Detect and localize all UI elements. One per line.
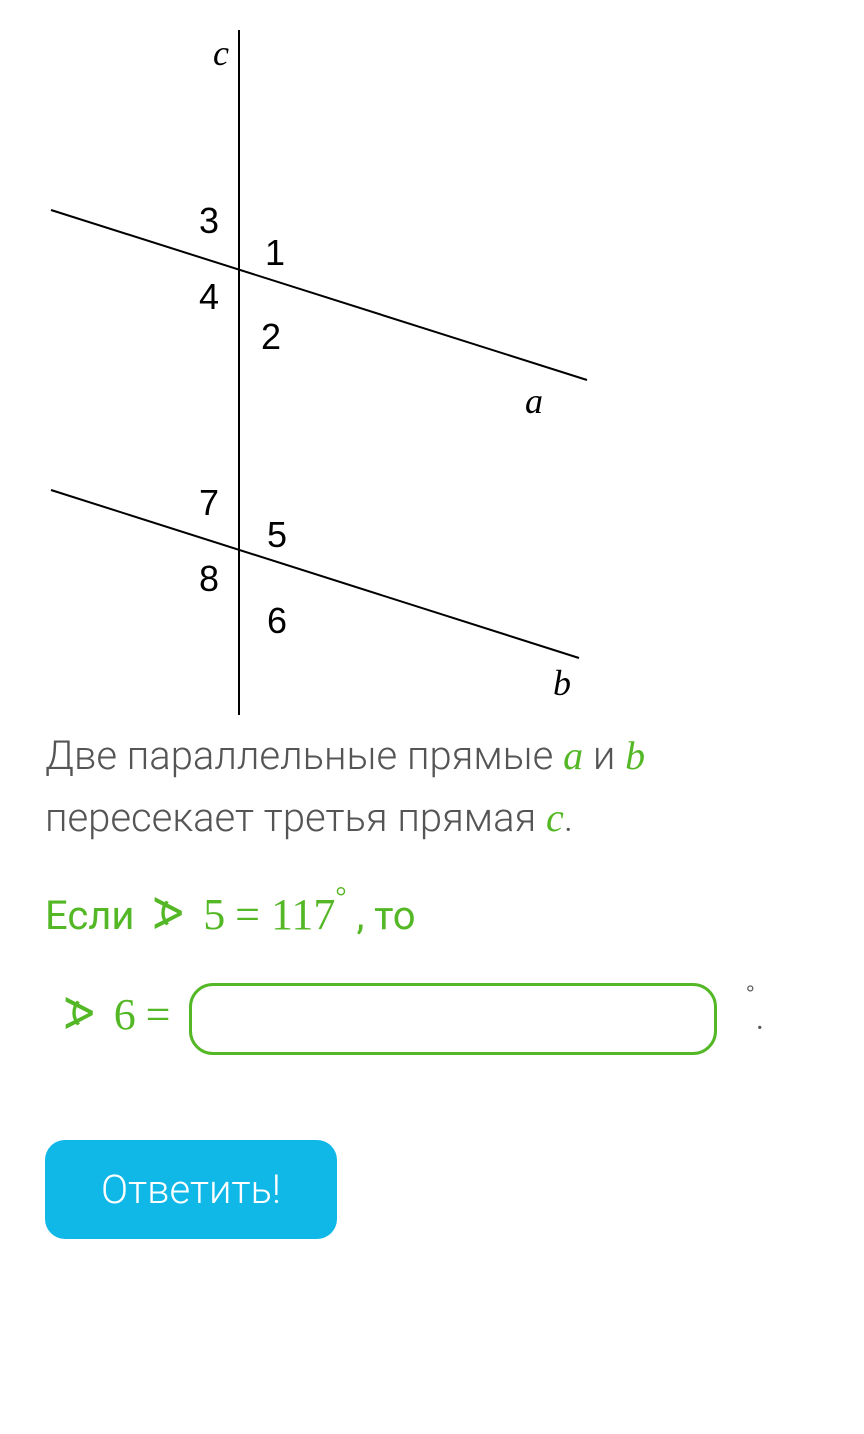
angle-label-7: 7	[199, 482, 219, 524]
suffix-dot: .	[755, 992, 765, 1039]
problem-line2b: .	[564, 794, 574, 841]
var-a: a	[563, 733, 583, 778]
equals-1: =	[235, 890, 271, 939]
angle-icon: ∢	[150, 869, 187, 961]
angle-label-6: 6	[267, 600, 287, 642]
line-label-c: c	[213, 32, 229, 74]
problem-line2a: пересекает третья прямая	[45, 794, 546, 841]
problem-line1b: и	[583, 732, 625, 779]
equals-2: =	[146, 990, 182, 1039]
if-word: Если	[45, 892, 144, 939]
line-label-b: b	[553, 662, 571, 704]
angle-label-4: 4	[199, 276, 219, 318]
answer-input[interactable]	[189, 983, 717, 1055]
var-b: b	[625, 733, 645, 778]
problem-text: Две параллельные прямые a и b пересекает…	[45, 725, 819, 849]
diagram-svg	[45, 30, 605, 715]
angle-label-1: 1	[265, 232, 285, 274]
degree-2: °	[745, 981, 755, 1011]
then-word: , то	[356, 892, 415, 939]
angle-label-5: 5	[267, 514, 287, 556]
angle-label-2: 2	[261, 316, 281, 358]
submit-button[interactable]: Ответить!	[45, 1140, 337, 1239]
given-condition: Если ∢ 5 = 117° , то	[45, 869, 819, 961]
angle-icon: ∢	[61, 969, 98, 1061]
given-angle-val: 117	[271, 890, 335, 939]
line-label-a: a	[525, 380, 543, 422]
ask-angle-num: 6	[114, 990, 136, 1039]
angle-label-3: 3	[199, 200, 219, 242]
problem-line1a: Две параллельные прямые	[45, 732, 563, 779]
given-angle-num: 5	[203, 890, 225, 939]
var-c: c	[546, 795, 564, 840]
degree-1: °	[335, 882, 346, 913]
question-row: ∢ 6 = °.	[45, 969, 819, 1061]
geometry-diagram: c a b 3 1 42 7 5 8 6	[45, 30, 605, 715]
angle-label-8: 8	[199, 558, 219, 600]
